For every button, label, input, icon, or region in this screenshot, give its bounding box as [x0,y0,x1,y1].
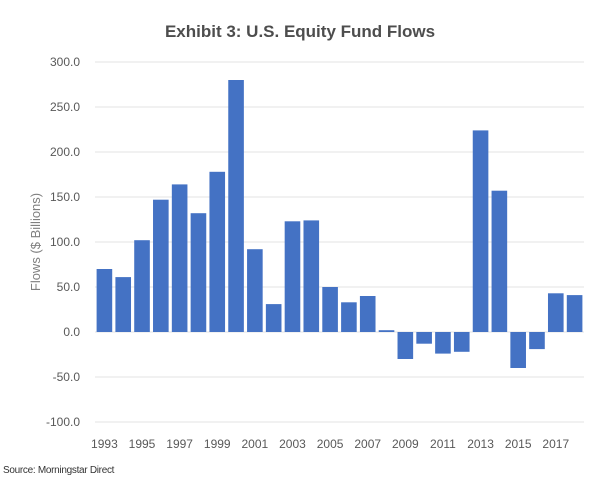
bar-2006 [341,302,357,332]
bar-2000 [228,80,244,332]
bar-2018 [566,295,583,332]
x-tick-label: 2011 [430,437,456,451]
x-tick-label: 2009 [392,437,419,451]
bar-2017 [547,293,564,332]
x-tick-label: 1997 [166,437,193,451]
bar-1998 [190,213,207,332]
bar-2016 [529,332,545,350]
source-note: Source: Morningstar Direct [3,465,115,476]
y-tick-label: 200.0 [50,145,80,159]
bar-2002 [265,304,282,332]
x-tick-label: 1999 [204,437,231,451]
chart-title: Exhibit 3: U.S. Equity Fund Flows [165,22,435,41]
bar-2013 [472,130,489,332]
x-axis-ticks: 1993 1995 1997 1999 2001 2003 2005 2007 2009 2011… [91,437,569,451]
x-tick-label: 1993 [91,437,118,451]
y-tick-label: 50.0 [57,280,81,294]
x-tick-label: 2017 [542,437,569,451]
y-tick-label: -50.0 [53,370,81,384]
bar-2008 [378,330,395,332]
x-tick-label: 2015 [505,437,532,451]
y-tick-label: 300.0 [50,55,80,69]
bar-2003 [284,221,301,332]
x-tick-label: 1995 [129,437,156,451]
y-tick-label: 250.0 [50,100,80,114]
y-tick-label: 100.0 [50,235,80,249]
y-tick-label: 150.0 [50,190,80,204]
x-tick-label: 2001 [242,437,269,451]
y-tick-label: 0.0 [63,325,80,339]
y-axis-label: Flows ($ Billions) [28,193,43,291]
bar-1999 [209,171,226,332]
bar-2007 [359,296,376,332]
x-tick-label: 2007 [354,437,381,451]
bar-2014 [491,190,508,332]
bar-2012 [453,332,470,352]
bar-2001 [247,249,263,332]
bar-2005 [322,287,338,332]
y-axis-ticks: 300.0 250.0 200.0 150.0 100.0 50.0 0.0 -50.0 -10… [46,55,80,429]
bar-1994 [115,277,132,332]
bar-2009 [397,332,414,359]
bars [96,80,583,368]
bar-1995 [134,240,150,332]
x-tick-label: 2003 [279,437,306,451]
bar-2010 [416,332,432,344]
y-tick-label: -100.0 [46,415,80,429]
x-tick-label: 2005 [317,437,344,451]
bar-1997 [171,184,188,332]
x-tick-label: 2013 [467,437,494,451]
bar-2015 [510,332,526,368]
bar-1993 [96,269,113,332]
bar-1996 [153,199,169,332]
bar-2011 [435,332,451,354]
bar-2004 [303,220,320,332]
